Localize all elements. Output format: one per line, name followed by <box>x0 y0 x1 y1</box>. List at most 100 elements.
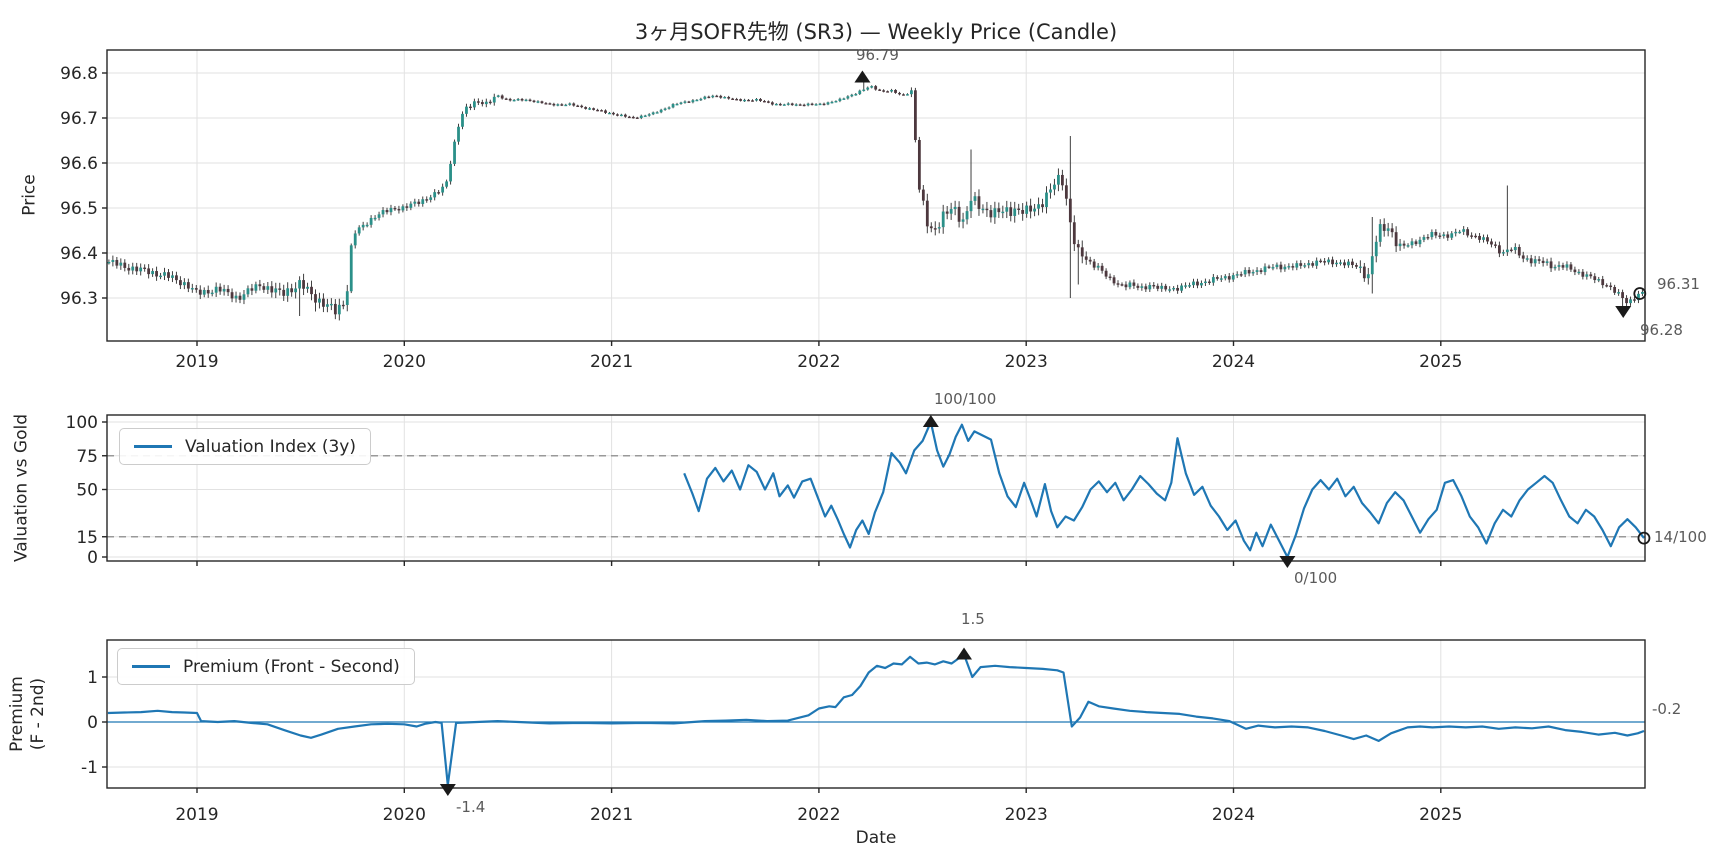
candle-body <box>1168 289 1172 291</box>
premium-ytick-label: 1 <box>87 668 98 688</box>
candle-body <box>516 98 520 101</box>
candle-body <box>719 95 723 98</box>
candle-body <box>663 108 667 110</box>
candle-body <box>1386 228 1390 231</box>
candle-body <box>1513 246 1517 251</box>
candle-body <box>1549 261 1553 269</box>
candle-body <box>329 303 333 306</box>
candle-body <box>1255 270 1259 272</box>
candle-body <box>953 206 957 210</box>
price-xtick-label: 2024 <box>1212 352 1255 372</box>
candle-body <box>933 228 937 230</box>
candle-body <box>1406 245 1410 247</box>
candle-body <box>568 103 572 105</box>
candle-body <box>1156 285 1160 289</box>
candle-body <box>119 262 123 266</box>
candle-body <box>894 89 897 93</box>
candle-body <box>1593 276 1597 281</box>
candle-body <box>941 211 945 228</box>
candle-body <box>1108 276 1112 278</box>
candle-body <box>365 224 369 227</box>
valuation-ytick-label: 0 <box>87 548 98 568</box>
candle-body <box>1041 204 1044 208</box>
premium-max-marker-icon <box>956 647 973 660</box>
price-xtick-label: 2025 <box>1419 352 1462 372</box>
candle-body <box>921 189 925 201</box>
candle-body <box>1021 209 1025 214</box>
candle-body <box>1180 285 1183 291</box>
candle-body <box>1462 229 1466 232</box>
price-ytick-label: 96.7 <box>60 109 98 129</box>
premium-xtick-label: 2020 <box>383 805 426 825</box>
candle-body <box>1517 246 1521 256</box>
candle-body <box>743 99 746 102</box>
candle-body <box>604 110 607 113</box>
candle-body <box>127 267 131 271</box>
candle-body <box>778 103 782 106</box>
candle-body <box>349 245 353 292</box>
candle-body <box>1112 277 1116 284</box>
candle-body <box>1450 233 1454 238</box>
candle-body <box>1192 281 1195 286</box>
candle-body <box>270 286 274 293</box>
candle-body <box>1573 269 1577 273</box>
candle-body <box>647 114 651 116</box>
candle-body <box>1402 243 1406 246</box>
candle-body <box>496 95 500 97</box>
candle-body <box>1498 245 1501 254</box>
candle-body <box>480 102 484 105</box>
candle-body <box>1247 269 1251 274</box>
candle-body <box>1509 249 1513 252</box>
candle-body <box>945 211 949 214</box>
candle-body <box>913 90 917 140</box>
candle-body <box>1227 276 1231 280</box>
candle-body <box>842 98 846 100</box>
candle-body <box>163 272 166 276</box>
candle-body <box>1120 284 1124 286</box>
premium-ytick-label: 0 <box>87 713 98 733</box>
candle-body <box>1621 292 1624 299</box>
candle-body <box>969 200 973 212</box>
candle-body <box>135 266 139 272</box>
candle-body <box>822 103 826 106</box>
candle-body <box>179 280 182 286</box>
candle-body <box>691 100 695 103</box>
candle-body <box>437 192 441 194</box>
candle-body <box>1374 241 1378 257</box>
candle-body <box>222 288 226 292</box>
candle-body <box>290 288 294 293</box>
candle-body <box>433 192 437 198</box>
candle-body <box>1366 274 1370 279</box>
candle-body <box>1033 208 1036 212</box>
candle-body <box>707 96 711 99</box>
price-last-marker-icon <box>1633 287 1647 300</box>
premium-legend: Premium (Front - Second) <box>117 648 415 685</box>
candle-body <box>322 298 325 307</box>
candle-body <box>1422 237 1426 240</box>
candle-body <box>1116 283 1120 285</box>
candle-body <box>1200 283 1203 286</box>
candle-body <box>1478 235 1481 240</box>
candle-body <box>902 94 905 96</box>
candle-body <box>655 112 659 114</box>
candle-body <box>1295 263 1299 268</box>
candle-body <box>353 233 357 246</box>
candle-body <box>1235 274 1239 276</box>
candle-body <box>596 109 599 112</box>
candle-body <box>1315 260 1319 266</box>
candle-body <box>465 106 468 114</box>
candle-body <box>1275 264 1279 268</box>
candle-body <box>981 208 985 211</box>
candle-body <box>532 100 536 103</box>
price-last-annotation: 96.31 <box>1657 275 1700 293</box>
valuation-ytick-label: 75 <box>76 447 98 467</box>
candle-body <box>993 208 997 218</box>
premium-axis-label-line2: (F - 2nd) <box>28 677 48 751</box>
candle-body <box>1327 259 1330 263</box>
candle-body <box>1076 244 1080 248</box>
candle-body <box>476 101 480 103</box>
candle-body <box>1132 282 1136 286</box>
premium-xtick-label: 2019 <box>175 805 218 825</box>
candle-body <box>326 304 329 307</box>
